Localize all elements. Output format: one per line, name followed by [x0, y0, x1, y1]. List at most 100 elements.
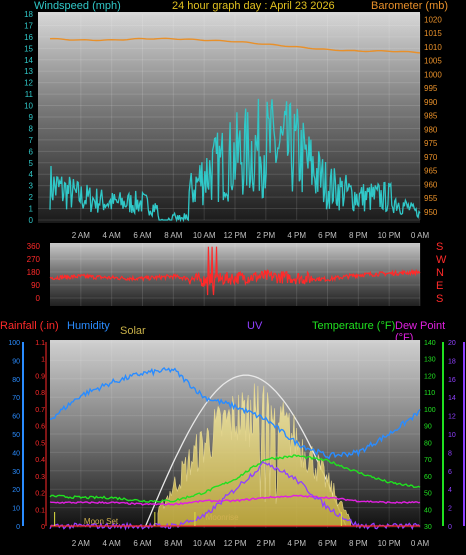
- baro-tick-label: 950: [424, 208, 438, 217]
- wind-tick-label: 13: [24, 67, 33, 76]
- x-tick-label: 6 PM: [318, 539, 337, 548]
- temperature-tick-label: 50: [424, 491, 432, 498]
- baro-tick-label: 965: [424, 167, 438, 176]
- direction-tick-label: 270: [27, 255, 41, 264]
- humidity-tick-label: 60: [12, 414, 20, 421]
- baro-tick-label: 1000: [424, 70, 442, 79]
- x-tick-label: 2 PM: [256, 231, 275, 240]
- temperature-tick-label: 40: [424, 507, 432, 514]
- wind-tick-label: 9: [29, 113, 34, 122]
- direction-line: [49, 246, 421, 296]
- baro-tick-label: 995: [424, 84, 438, 93]
- uv-tick-label: 14: [448, 395, 456, 402]
- x-tick-label: 0 AM: [411, 539, 430, 548]
- wind-tick-label: 12: [24, 79, 33, 88]
- x-tick-label: 6 AM: [133, 539, 152, 548]
- uv-tick-label: 16: [448, 377, 456, 384]
- rainfall-tick-label: 0.6: [35, 424, 45, 431]
- baro-tick-label: 1005: [424, 57, 442, 66]
- humidity-line: [49, 367, 421, 460]
- x-tick-label: 0 AM: [411, 231, 430, 240]
- baro-tick-label: 970: [424, 153, 438, 162]
- uv-tick-label: 4: [448, 487, 452, 494]
- wind-tick-label: 11: [25, 90, 34, 99]
- dewpoint-line: [49, 494, 421, 506]
- wind-tick-label: 14: [24, 56, 33, 65]
- wind-tick-label: 3: [29, 182, 34, 191]
- x-tick-label: 12 PM: [223, 539, 246, 548]
- direction-tick-label: 180: [27, 268, 41, 277]
- baro-tick-label: 1010: [424, 43, 442, 52]
- rainfall-label: Rainfall (.in): [0, 320, 59, 332]
- moonrise-label: Moonrise: [206, 513, 239, 522]
- x-tick-label: 2 AM: [72, 231, 91, 240]
- temperature-tick-label: 30: [424, 524, 432, 531]
- rainfall-tick-label: 0.4: [35, 457, 45, 464]
- wind-tick-label: 0: [29, 216, 34, 225]
- baro-tick-label: 1015: [424, 29, 442, 38]
- humidity-tick-label: 10: [12, 506, 20, 513]
- wind-tick-label: 7: [29, 136, 34, 145]
- humidity-tick-label: 100: [8, 340, 20, 347]
- x-tick-label: 2 AM: [72, 539, 91, 548]
- compass-label: N: [436, 267, 444, 279]
- humidity-tick-label: 30: [12, 469, 20, 476]
- uv-tick-label: 10: [448, 432, 456, 439]
- rainfall-tick-label: 0.8: [35, 390, 45, 397]
- rainfall-tick-label: 0.3: [35, 474, 45, 481]
- x-tick-label: 8 AM: [164, 231, 183, 240]
- x-tick-label: 2 PM: [256, 539, 275, 548]
- wind-tick-label: 8: [29, 124, 34, 133]
- x-tick-label: 10 PM: [378, 539, 401, 548]
- humidity-tick-label: 80: [12, 377, 20, 384]
- temperature-tick-label: 140: [424, 340, 436, 347]
- temperature-tick-label: 100: [424, 407, 436, 414]
- x-tick-label: 10 AM: [193, 539, 216, 548]
- temperature-tick-label: 70: [424, 457, 432, 464]
- temperature-tick-label: 130: [424, 357, 436, 364]
- humidity-tick-label: 90: [12, 358, 20, 365]
- uv-tick-label: 8: [448, 450, 452, 457]
- solar-label: Solar: [120, 325, 146, 337]
- uv-tick-label: 6: [448, 469, 452, 476]
- baro-tick-label: 960: [424, 180, 438, 189]
- x-tick-label: 8 PM: [349, 231, 368, 240]
- baro-tick-label: 1020: [424, 15, 442, 24]
- x-tick-label: 4 PM: [287, 539, 306, 548]
- x-tick-label: 4 AM: [103, 539, 122, 548]
- wind-tick-label: 17: [24, 21, 33, 30]
- rainfall-tick-label: 1.1: [35, 340, 45, 347]
- chart-title: 24 hour graph day : April 23 2026: [172, 0, 335, 12]
- rainfall-tick-label: 0.2: [35, 491, 45, 498]
- wind-tick-label: 2: [29, 193, 34, 202]
- humidity-tick-label: 0: [16, 524, 20, 531]
- moonset-label: Moon Set: [84, 517, 119, 526]
- barometer-line: [49, 37, 421, 54]
- uv-tick-label: 20: [448, 340, 456, 347]
- rainfall-tick-label: 0: [41, 524, 45, 531]
- x-tick-label: 4 PM: [287, 231, 306, 240]
- temperature-label: Temperature (°F): [312, 320, 396, 332]
- humidity-label: Humidity: [67, 320, 110, 332]
- rainfall-tick-label: 0.1: [35, 507, 45, 514]
- wind-tick-label: 6: [29, 147, 34, 156]
- x-tick-label: 8 PM: [349, 539, 368, 548]
- temperature-tick-label: 110: [424, 390, 435, 397]
- x-tick-label: 10 PM: [378, 231, 401, 240]
- wind-tick-label: 16: [24, 33, 33, 42]
- uv-tick-label: 0: [448, 524, 452, 531]
- solar-area: [157, 383, 351, 527]
- windspeed-label: Windspeed (mph): [34, 0, 121, 12]
- humidity-tick-label: 70: [12, 395, 20, 402]
- baro-tick-label: 975: [424, 139, 438, 148]
- wind-tick-label: 10: [24, 102, 33, 111]
- wind-tick-label: 15: [24, 44, 33, 53]
- baro-tick-label: 985: [424, 112, 438, 121]
- compass-label: W: [436, 254, 447, 266]
- windspeed-line: [49, 98, 421, 223]
- baro-tick-label: 980: [424, 125, 438, 134]
- compass-label: E: [436, 280, 443, 292]
- direction-tick-label: 90: [31, 281, 40, 290]
- x-tick-label: 8 AM: [164, 539, 183, 548]
